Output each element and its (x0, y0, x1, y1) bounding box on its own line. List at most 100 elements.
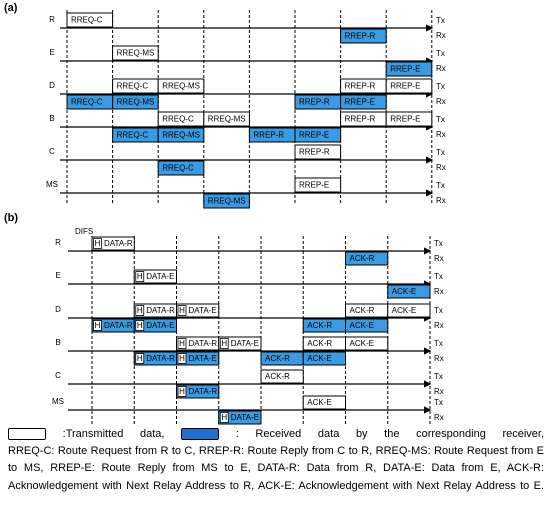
rx-box (176, 351, 220, 366)
tx-box-label: DATA-E (231, 339, 259, 348)
rx-box (340, 94, 387, 110)
rx-box (340, 28, 387, 44)
rx-box-label: DATA-E (231, 413, 259, 422)
rx-box-label: RREP-R (299, 98, 330, 107)
tx-box-label: RREP-R (345, 82, 376, 91)
header-label: H (95, 321, 101, 330)
rx-box-label: RREQ-C (117, 131, 149, 140)
rx-box (294, 127, 342, 143)
rx-box-label: DATA-R (146, 354, 175, 363)
rx-box (203, 193, 250, 209)
rx-label: Rx (436, 64, 446, 73)
rx-box-label: RREQ-C (162, 164, 194, 173)
header-label: H (179, 387, 185, 396)
tx-box-label: DATA-R (146, 306, 175, 315)
tx-box-label: ACK-E (350, 339, 374, 348)
tx-box (157, 78, 205, 94)
tx-box-label: RREP-R (299, 148, 330, 157)
legend-tx: :Transmitted data, (62, 428, 165, 440)
tx-label: Tx (434, 239, 443, 248)
header-box (219, 338, 229, 349)
rx-box-label: ACK-E (350, 321, 374, 330)
rx-label: Rx (434, 387, 444, 396)
tx-box-label: RREP-E (390, 82, 420, 91)
rx-box (345, 318, 389, 333)
tx-box-label: RREQ-MS (162, 82, 200, 91)
header-box (135, 320, 145, 331)
tx-box-label: ACK-E (392, 306, 416, 315)
node-label: R (55, 238, 61, 247)
header-box (93, 238, 102, 249)
rx-label: Rx (436, 130, 446, 139)
tx-box (302, 395, 346, 410)
rx-box-label: ACK-E (392, 287, 416, 296)
header-box (93, 320, 102, 331)
tx-label: Tx (436, 82, 445, 91)
node-label: MS (46, 180, 58, 189)
header-box (177, 386, 187, 397)
panel-label: (a) (4, 2, 18, 14)
legend-rx-swatch (181, 428, 220, 441)
rx-label: Rx (436, 163, 446, 172)
tx-label: Tx (436, 16, 445, 25)
tx-box (91, 236, 135, 251)
tx-label: Tx (436, 148, 445, 157)
rx-label: Rx (436, 97, 446, 106)
tx-box (294, 144, 342, 160)
rx-box (345, 251, 389, 266)
header-label: H (179, 339, 185, 348)
tx-box-label: RREP-R (345, 115, 376, 124)
header-box (177, 338, 187, 349)
node-label: C (55, 371, 61, 380)
rx-box (176, 384, 220, 399)
rx-box-label: DATA-R (189, 387, 218, 396)
tx-label: Tx (436, 181, 445, 190)
tx-box-label: RREP-E (299, 181, 329, 190)
rx-label: Rx (434, 287, 444, 296)
tx-box-label: RREQ-MS (208, 115, 246, 124)
node-label: B (55, 338, 60, 347)
rx-box-label: DATA-R (104, 321, 133, 330)
node-label: MS (52, 397, 64, 406)
rx-label: Rx (434, 254, 444, 263)
rx-box-label: RREP-E (390, 65, 420, 74)
tx-box-label: DATA-R (104, 239, 133, 248)
legend-rx: : Received data by the corresponding rec… (235, 428, 545, 440)
rx-label: Rx (434, 321, 444, 330)
header-label: H (137, 306, 143, 315)
rx-label: Rx (436, 196, 446, 205)
tx-box (385, 111, 433, 127)
node-label: R (49, 15, 55, 24)
timing-diagram: (a) R Tx Rx RREQ-C RREP-R E Tx Rx RREQ-MS RREP-E D T… (4, 2, 446, 425)
tx-label: Tx (434, 339, 443, 348)
rx-box (387, 284, 431, 299)
header-label: H (221, 339, 227, 348)
header-label: H (179, 306, 185, 315)
tx-box (176, 303, 220, 318)
legend-description: RREQ-C: Route Request from R to C, RREP-… (8, 445, 544, 492)
header-label: H (137, 321, 143, 330)
header-box (135, 271, 145, 282)
rx-box-label: RREQ-MS (162, 131, 200, 140)
rx-label: Rx (436, 31, 446, 40)
tx-box (387, 303, 431, 318)
tx-box-label: RREQ-C (117, 82, 149, 91)
rx-box-label: ACK-R (307, 321, 332, 330)
rx-box (385, 61, 433, 77)
node-label: E (55, 271, 60, 280)
tx-box (66, 12, 114, 28)
tx-box (345, 336, 389, 351)
rx-box (112, 94, 159, 110)
rx-label: Rx (434, 354, 444, 363)
node-label: B (49, 114, 54, 123)
tx-box (203, 111, 250, 127)
node-label: E (49, 48, 54, 57)
rx-box (302, 351, 346, 366)
tx-label: Tx (434, 272, 443, 281)
tx-box-label: ACK-E (307, 398, 331, 407)
tx-box-label: ACK-R (307, 339, 332, 348)
rx-box-label: ACK-E (307, 354, 331, 363)
rx-box-label: RREQ-MS (208, 197, 246, 206)
node-label: C (49, 147, 55, 156)
